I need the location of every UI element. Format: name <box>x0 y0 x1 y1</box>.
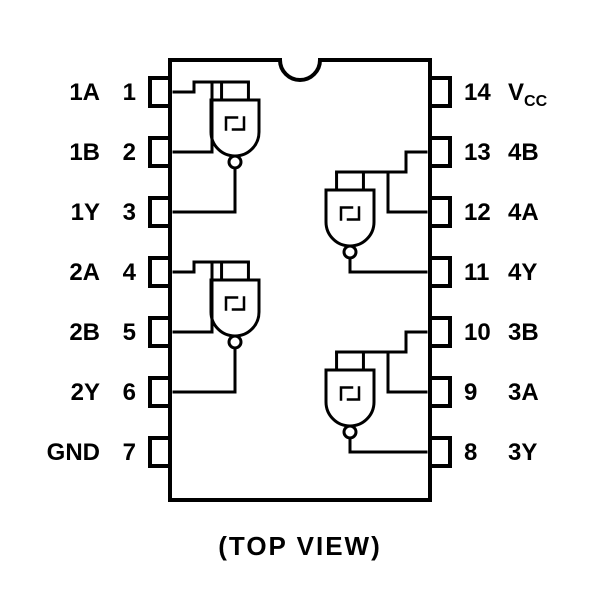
pin-number: 1 <box>123 79 136 106</box>
pin-number: 6 <box>123 379 136 406</box>
chip-body <box>170 60 430 500</box>
pin-number: 13 <box>464 139 491 166</box>
pin-label: 3A <box>508 379 539 406</box>
caption: (TOP VIEW) <box>218 531 382 561</box>
inversion-bubble <box>344 426 356 438</box>
pin-label: 3Y <box>508 439 537 466</box>
pin-stub <box>150 138 170 166</box>
pin-stub <box>430 138 450 166</box>
pin-number: 4 <box>123 259 137 286</box>
pin-stub <box>150 318 170 346</box>
inversion-bubble <box>344 246 356 258</box>
pin-number: 8 <box>464 439 477 466</box>
wire <box>174 359 235 392</box>
pin-label: VCC <box>508 79 548 110</box>
inversion-bubble <box>229 336 241 348</box>
wire <box>363 332 426 352</box>
pin-number: 2 <box>123 139 136 166</box>
wire <box>350 449 426 452</box>
wire <box>363 152 426 172</box>
nand-gate <box>326 190 374 246</box>
pin-number: 5 <box>123 319 136 346</box>
nand-gate <box>211 100 259 156</box>
pin-stub <box>430 438 450 466</box>
pin-stub <box>430 78 450 106</box>
pin-label: GND <box>47 439 100 466</box>
wire <box>350 269 426 272</box>
pin-number: 10 <box>464 319 491 346</box>
pin-label: 1Y <box>71 199 100 226</box>
pin-label: 2A <box>69 259 100 286</box>
pin-label: 4A <box>508 199 539 226</box>
pin-stub <box>430 318 450 346</box>
pin-label: 2B <box>69 319 100 346</box>
pin-number: 7 <box>123 439 136 466</box>
pin-stub <box>430 258 450 286</box>
pin-stub <box>150 438 170 466</box>
pin-label: 1A <box>69 79 100 106</box>
pin-stub <box>150 378 170 406</box>
wire <box>174 179 235 212</box>
inversion-bubble <box>229 156 241 168</box>
pin-number: 3 <box>123 199 136 226</box>
pin-number: 9 <box>464 379 477 406</box>
pin-label: 4B <box>508 139 539 166</box>
pin-stub <box>430 378 450 406</box>
pin-number: 12 <box>464 199 491 226</box>
pin-label: 1B <box>69 139 100 166</box>
nand-gate <box>211 280 259 336</box>
pin-stub <box>150 78 170 106</box>
nand-gate <box>326 370 374 426</box>
pin-label: 3B <box>508 319 539 346</box>
pin-stub <box>150 198 170 226</box>
pin-label: 4Y <box>508 259 537 286</box>
pin-label: 2Y <box>71 379 100 406</box>
pin-number: 14 <box>464 79 491 106</box>
pin-stub <box>150 258 170 286</box>
pin-stub <box>430 198 450 226</box>
pin-number: 11 <box>464 259 489 286</box>
